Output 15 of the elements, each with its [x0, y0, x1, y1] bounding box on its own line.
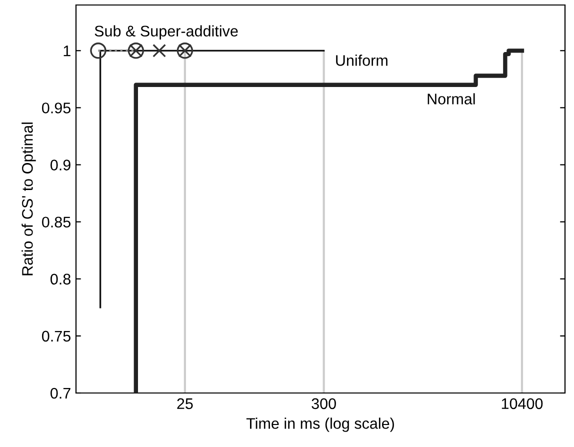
x-tick-label: 25	[177, 398, 193, 410]
y-tick-label: 0.95	[42, 102, 70, 114]
series-label: Uniform	[336, 54, 388, 66]
y-tick-label: 0.7	[50, 388, 70, 399]
x-axis-title: Time in ms (log scale)	[246, 418, 394, 432]
y-axis-title: Ratio of CS' to Optimal	[22, 122, 36, 276]
y-tick-label: 0.85	[42, 216, 70, 228]
y-tick-label: 0.75	[42, 330, 70, 342]
y-tick-label: 0.8	[50, 274, 70, 285]
x-tick-label: 300	[312, 398, 336, 410]
series-label: Normal	[428, 93, 475, 104]
y-tick-label: 1	[64, 46, 70, 56]
annotation: Sub & Super-additive	[94, 25, 238, 40]
x-tick-label: 10400	[502, 398, 543, 410]
y-tick-label: 0.9	[50, 160, 70, 170]
